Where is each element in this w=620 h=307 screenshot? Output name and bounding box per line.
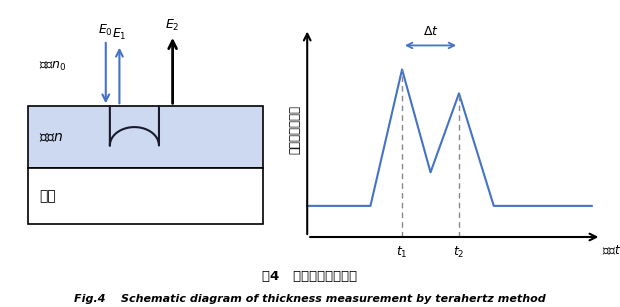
Text: 图4   太赫兹测厚原理图: 图4 太赫兹测厚原理图 (262, 270, 358, 283)
Text: 时间$t$: 时间$t$ (602, 244, 620, 258)
FancyBboxPatch shape (28, 168, 263, 224)
Text: $E_0$: $E_0$ (99, 23, 113, 38)
Text: $E_1$: $E_1$ (112, 26, 126, 41)
Text: 基体: 基体 (39, 189, 56, 203)
Text: 空气$n_0$: 空气$n_0$ (39, 60, 67, 73)
Text: $t_1$: $t_1$ (396, 245, 408, 260)
Text: $E_2$: $E_2$ (166, 18, 180, 33)
FancyBboxPatch shape (28, 106, 263, 168)
Text: $\Delta t$: $\Delta t$ (423, 25, 438, 38)
Text: 太赫兹时域信号: 太赫兹时域信号 (288, 105, 301, 154)
Text: Fig.4    Schematic diagram of thickness measurement by terahertz method: Fig.4 Schematic diagram of thickness mea… (74, 294, 546, 304)
Text: $t_2$: $t_2$ (453, 245, 465, 260)
Text: 涂层$n$: 涂层$n$ (39, 130, 63, 144)
